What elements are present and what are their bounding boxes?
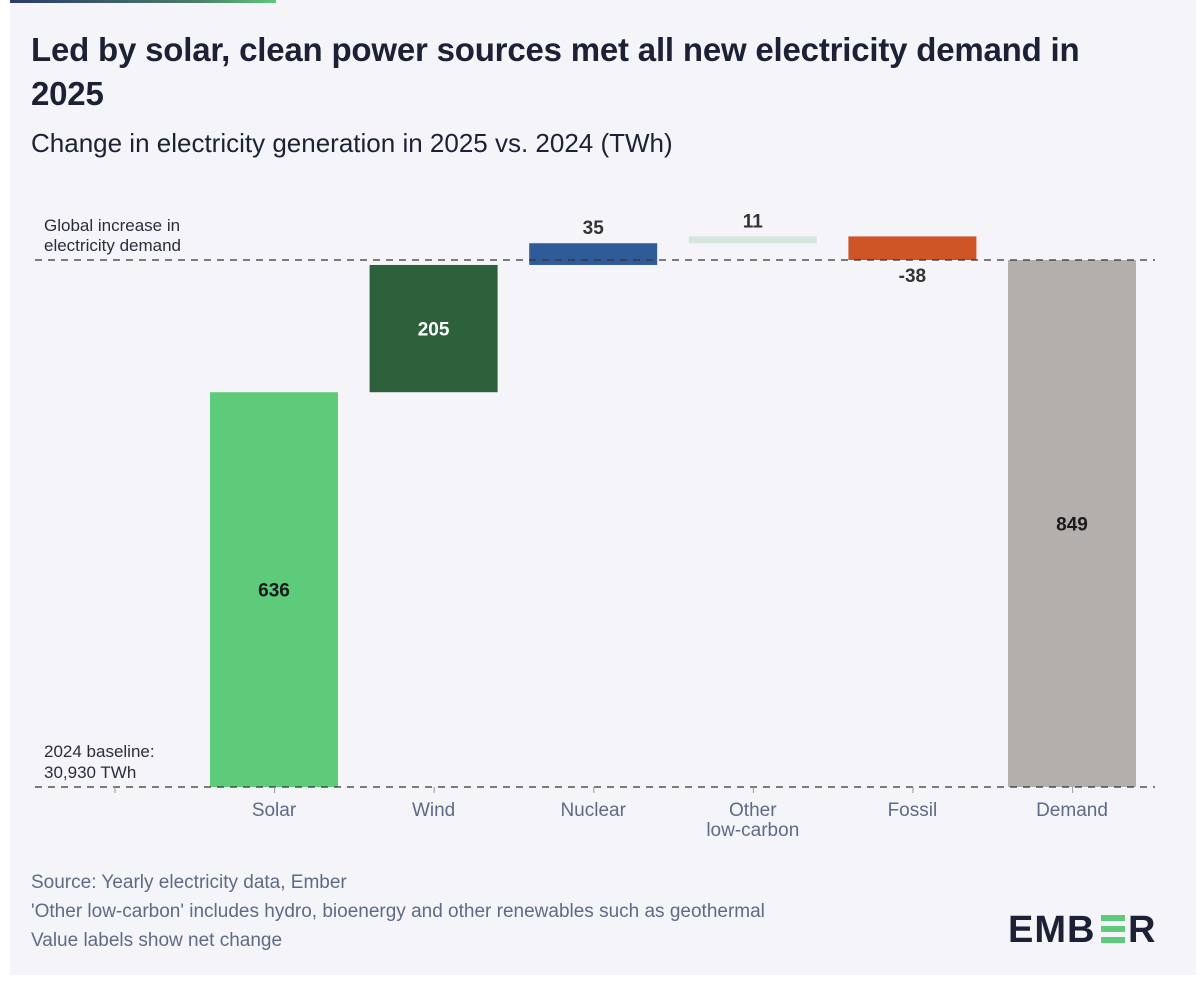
demand-annotation: Global increase in	[44, 216, 180, 235]
category-label: Other	[729, 800, 777, 821]
bar-other-low-carbon	[688, 236, 817, 244]
value-label-other-low-carbon: 11	[743, 211, 764, 232]
category-label: Solar	[252, 800, 297, 821]
ember-logo-mark: EMB R	[1008, 909, 1156, 951]
ember-logo: EMB R	[1008, 909, 1158, 960]
footer-note-other-low-carbon: 'Other low-carbon' includes hydro, bioen…	[31, 901, 765, 922]
demand-annotation: electricity demand	[44, 236, 181, 255]
top-accent-bar	[10, 0, 276, 3]
bar-wind	[369, 264, 498, 393]
value-label-nuclear: 35	[583, 218, 605, 239]
chart-subtitle: Change in electricity generation in 2025…	[31, 128, 673, 158]
bar-fossil	[848, 236, 977, 260]
category-label: Demand	[1036, 800, 1108, 821]
value-label-wind: 205	[418, 320, 450, 341]
baseline-annotation: 2024 baseline:	[44, 742, 155, 761]
category-label: Fossil	[888, 800, 938, 821]
chart-title: Led by solar, clean power sources met al…	[31, 31, 1080, 112]
bar-nuclear	[529, 243, 658, 265]
value-label-solar: 636	[258, 581, 290, 602]
svg-text:EMB: EMB	[1008, 909, 1095, 949]
category-label: Nuclear	[560, 800, 626, 821]
bar-solar	[210, 392, 338, 787]
baseline-annotation: 30,930 TWh	[44, 763, 136, 782]
svg-text:R: R	[1128, 909, 1156, 949]
category-label: Wind	[412, 800, 455, 821]
value-label-fossil: -38	[899, 266, 926, 287]
chart-card	[10, 0, 1196, 975]
footer-source: Source: Yearly electricity data, Ember	[31, 872, 347, 893]
footer-note-value-labels: Value labels show net change	[31, 930, 283, 951]
bar-demand	[1008, 260, 1136, 787]
category-label: low-carbon	[706, 820, 799, 841]
value-label-demand: 849	[1056, 515, 1088, 536]
